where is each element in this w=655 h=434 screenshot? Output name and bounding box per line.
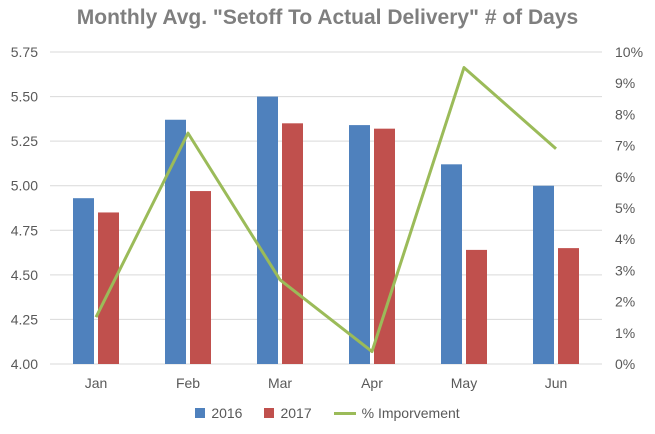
legend-item-improvement: % Imporvement [333, 405, 460, 421]
y-right-tick-label: 10% [615, 44, 643, 60]
legend-label-2017: 2017 [280, 405, 312, 421]
y-right-tick-label: 8% [615, 106, 635, 122]
legend: 2016 2017 % Imporvement [0, 405, 655, 421]
y-left-tick-label: 5.25 [11, 133, 38, 149]
legend-swatch-2016 [195, 408, 206, 418]
legend-item-2017: 2017 [264, 405, 312, 421]
y-left-tick-label: 4.50 [11, 267, 38, 283]
y-left-tick-label: 5.75 [11, 44, 38, 60]
y-left-tick-label: 4.00 [11, 356, 38, 372]
legend-label-2016: 2016 [211, 405, 243, 421]
y-right-tick-label: 4% [615, 231, 635, 247]
y-right-tick-label: 5% [615, 200, 635, 216]
bar-2016-jun [533, 185, 554, 364]
x-tick-label: Jun [545, 375, 568, 391]
chart-title: Monthly Avg. "Setoff To Actual Delivery"… [76, 6, 579, 29]
line-improvement [94, 66, 557, 354]
x-tick-label: Feb [176, 375, 200, 391]
y-right-tick-label: 6% [615, 169, 635, 185]
bar-2017-jun [558, 248, 579, 364]
y-right-tick-label: 1% [615, 325, 635, 341]
y-right-tick-label: 7% [615, 138, 635, 154]
bar-2016-jan [73, 198, 94, 364]
y-left-tick-label: 4.25 [11, 311, 38, 327]
legend-swatch-2017 [264, 408, 275, 418]
bar-2017-jan [98, 212, 119, 364]
bar-2016-mar [257, 96, 278, 365]
y-right-tick-label: 3% [615, 262, 635, 278]
x-tick-label: Jan [85, 375, 108, 391]
y-left-tick-label: 5.50 [11, 89, 38, 105]
x-tick-label: May [451, 375, 477, 391]
y-left-tick-label: 5.00 [11, 178, 38, 194]
legend-swatch-improvement [333, 411, 356, 415]
x-tick-label: Apr [361, 375, 383, 391]
x-tick-label: Mar [268, 375, 292, 391]
bar-2017-feb [190, 191, 211, 364]
bar-2017-mar [282, 123, 303, 364]
bar-2017-apr [374, 128, 395, 364]
legend-label-improvement: % Imporvement [361, 405, 460, 421]
bar-2017-may [466, 249, 487, 364]
y-left-tick-label: 4.75 [11, 222, 38, 238]
bar-2016-may [441, 164, 462, 364]
bar-2016-feb [165, 119, 186, 365]
legend-item-2016: 2016 [195, 405, 242, 421]
y-right-tick-label: 2% [615, 294, 635, 310]
bar-2016-apr [349, 125, 370, 365]
y-right-tick-label: 9% [615, 75, 635, 91]
y-right-tick-label: 0% [615, 356, 635, 372]
